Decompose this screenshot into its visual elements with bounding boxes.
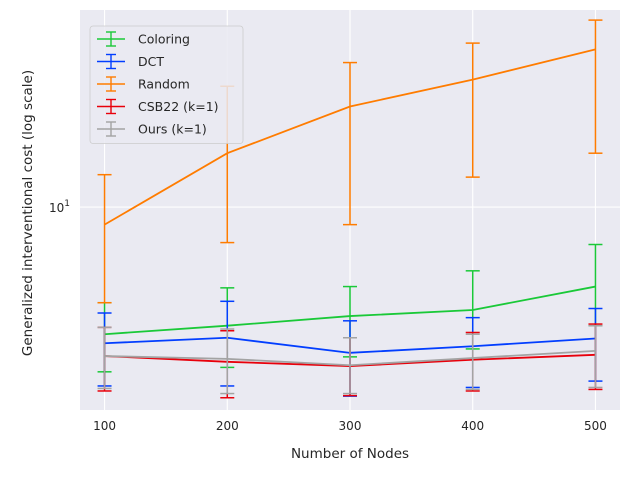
legend-label: DCT	[138, 54, 164, 69]
series-line	[104, 48, 596, 226]
ticks: 100 200 300 400 500 101	[49, 199, 607, 433]
legend-label: Coloring	[138, 32, 190, 47]
x-tick-label: 400	[461, 419, 484, 433]
x-tick-label: 300	[339, 419, 362, 433]
series-4	[97, 324, 603, 395]
y-axis-label: Generalized interventional cost (log sca…	[20, 70, 36, 356]
x-tick-label: 500	[584, 419, 607, 433]
series-line	[104, 285, 596, 336]
x-axis-label: Number of Nodes	[291, 446, 409, 462]
series-layer	[97, 19, 603, 399]
legend-box	[89, 25, 244, 144]
x-tick-label: 100	[93, 419, 116, 433]
legend-label: CSB22 (k=1)	[138, 99, 219, 114]
series-line	[104, 349, 596, 367]
x-tick-label: 200	[216, 419, 239, 433]
legend-label: Random	[138, 77, 190, 92]
legend: Coloring DCT Random CSB22 (k=1) Ours (k=1)	[89, 25, 244, 144]
legend-label: Ours (k=1)	[138, 122, 207, 137]
y-tick-label: 101	[49, 199, 70, 215]
